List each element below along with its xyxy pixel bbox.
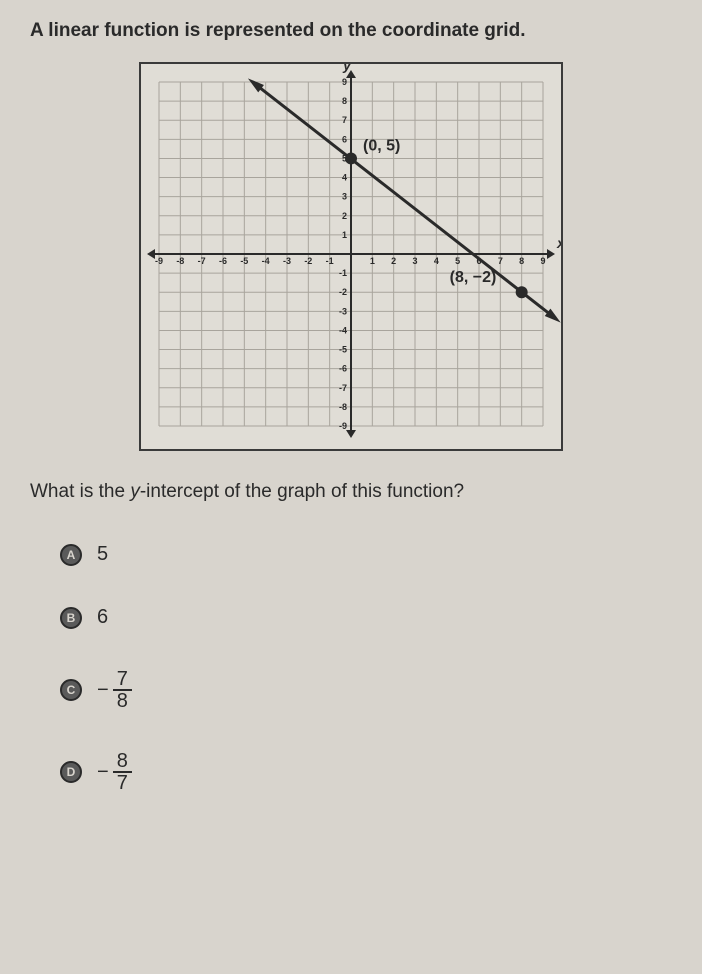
choice-b[interactable]: B 6 — [60, 606, 672, 629]
choice-c-num: 7 — [113, 669, 132, 691]
svg-text:9: 9 — [540, 256, 545, 266]
choice-value-a: 5 — [97, 543, 108, 566]
svg-text:9: 9 — [342, 77, 347, 87]
choice-d-neg: − — [97, 761, 109, 784]
question-prompt: A linear function is represented on the … — [30, 20, 672, 42]
svg-text:-4: -4 — [339, 325, 347, 335]
sub-question: What is the y-intercept of the graph of … — [30, 481, 672, 503]
svg-text:-3: -3 — [339, 306, 347, 316]
svg-text:-3: -3 — [283, 256, 291, 266]
sub-prefix: What is the — [30, 481, 130, 502]
choice-c-den: 8 — [113, 691, 132, 711]
choice-d-den: 7 — [113, 773, 132, 793]
svg-text:-8: -8 — [339, 402, 347, 412]
svg-text:-6: -6 — [219, 256, 227, 266]
svg-text:8: 8 — [342, 96, 347, 106]
svg-text:4: 4 — [342, 173, 347, 183]
svg-text:2: 2 — [342, 211, 347, 221]
svg-text:x: x — [556, 235, 561, 251]
svg-text:8: 8 — [519, 256, 524, 266]
svg-text:7: 7 — [342, 115, 347, 125]
sub-suffix: -intercept of the graph of this function… — [140, 481, 464, 502]
coordinate-grid: -9 -8 -7 -6 -5 -4 -3 -2 -1 1 2 3 4 5 6 7 8 9 -9 -8 -7 -6 -5 -4 -… — [139, 62, 563, 451]
choice-c[interactable]: C − 7 8 — [60, 669, 672, 711]
choice-d-fraction: 8 7 — [113, 751, 132, 793]
choice-c-fraction: 7 8 — [113, 669, 132, 711]
choice-letter-c: C — [60, 679, 82, 701]
answer-choices: A 5 B 6 C − 7 8 D − 8 7 — [30, 543, 672, 793]
svg-text:5: 5 — [455, 256, 460, 266]
svg-text:-4: -4 — [262, 256, 270, 266]
svg-text:3: 3 — [342, 192, 347, 202]
svg-text:y: y — [342, 64, 352, 73]
svg-text:1: 1 — [370, 256, 375, 266]
svg-text:-5: -5 — [339, 345, 347, 355]
svg-text:-1: -1 — [326, 256, 334, 266]
choice-a[interactable]: A 5 — [60, 543, 672, 566]
choice-letter-d: D — [60, 761, 82, 783]
svg-text:(0, 5): (0, 5) — [363, 137, 400, 154]
svg-text:7: 7 — [498, 256, 503, 266]
svg-text:-8: -8 — [176, 256, 184, 266]
svg-text:-6: -6 — [339, 364, 347, 374]
svg-text:-7: -7 — [339, 383, 347, 393]
svg-text:3: 3 — [412, 256, 417, 266]
choice-d[interactable]: D − 8 7 — [60, 751, 672, 793]
svg-text:-9: -9 — [339, 421, 347, 431]
graph-container: -9 -8 -7 -6 -5 -4 -3 -2 -1 1 2 3 4 5 6 7 8 9 -9 -8 -7 -6 -5 -4 -… — [30, 62, 672, 451]
svg-text:-9: -9 — [155, 256, 163, 266]
svg-text:6: 6 — [342, 134, 347, 144]
svg-text:(8, −2): (8, −2) — [450, 269, 497, 286]
svg-text:4: 4 — [434, 256, 439, 266]
svg-text:-1: -1 — [339, 268, 347, 278]
svg-text:-2: -2 — [304, 256, 312, 266]
choice-letter-a: A — [60, 544, 82, 566]
svg-text:-2: -2 — [339, 287, 347, 297]
choice-d-num: 8 — [113, 751, 132, 773]
svg-text:-5: -5 — [240, 256, 248, 266]
choice-c-neg: − — [97, 679, 109, 702]
choice-letter-b: B — [60, 607, 82, 629]
choice-value-b: 6 — [97, 606, 108, 629]
svg-text:1: 1 — [342, 230, 347, 240]
svg-text:2: 2 — [391, 256, 396, 266]
svg-text:-7: -7 — [198, 256, 206, 266]
variable-y: y — [130, 481, 140, 502]
